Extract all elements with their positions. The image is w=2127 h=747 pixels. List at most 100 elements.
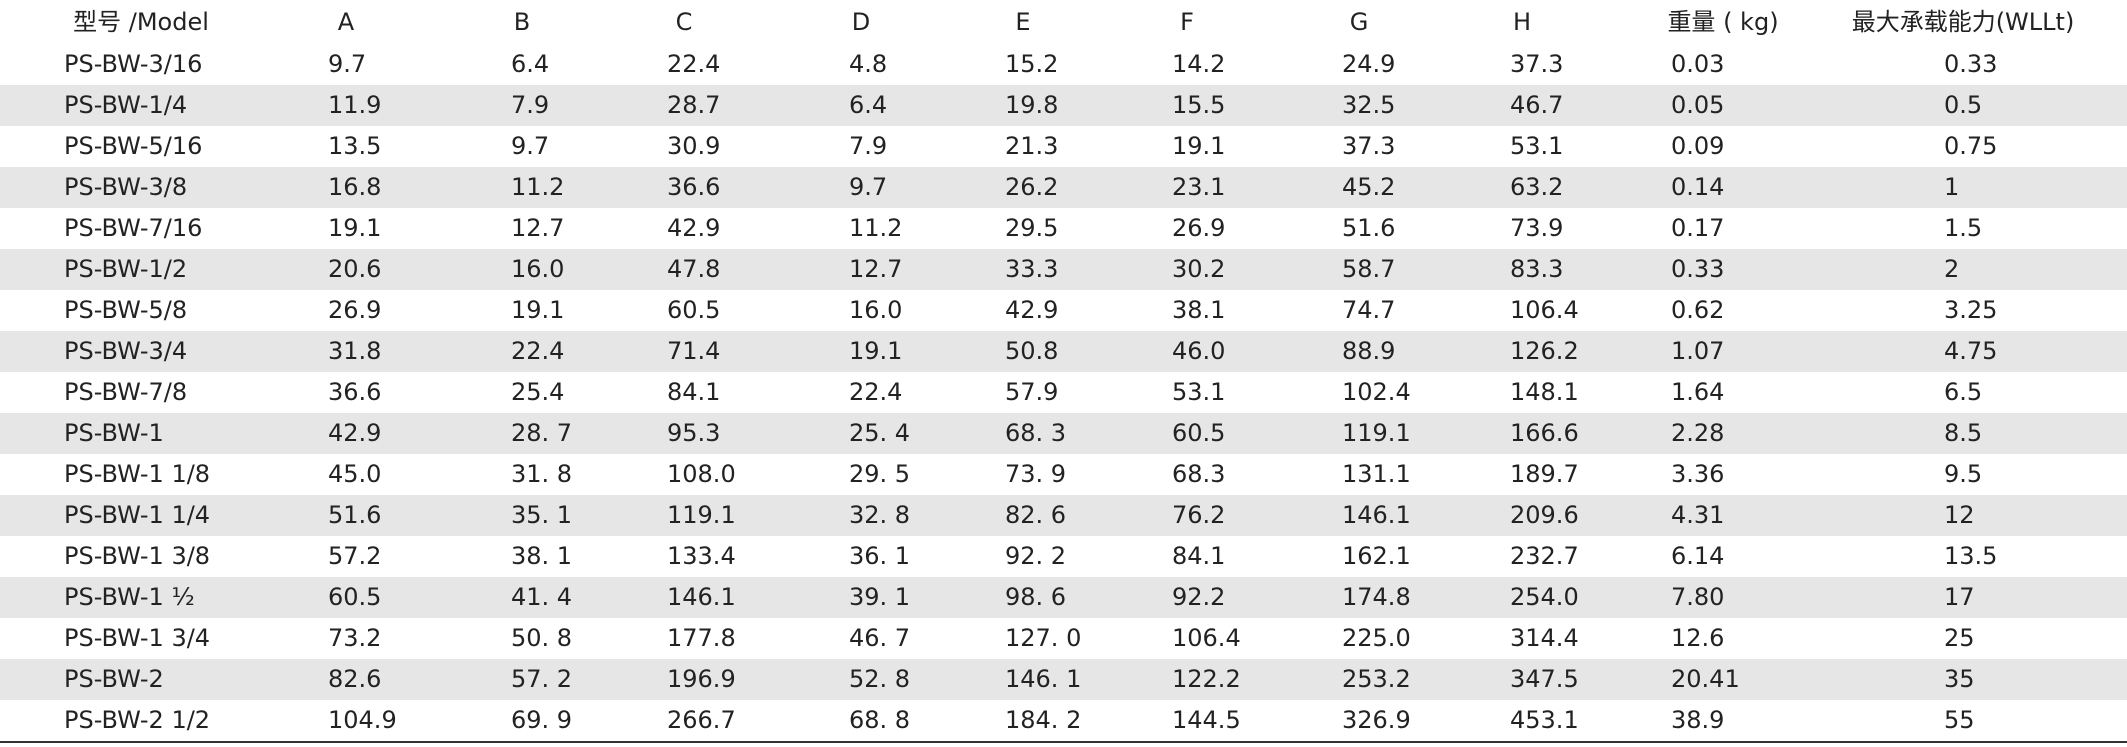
table-row: PS-BW-1 ½ 60.5 41. 4 146.1 39. 1 98. 6 92.2 174… <box>0 577 2127 618</box>
table-cell: 0.14 <box>1671 173 1725 201</box>
table-cell: 51.6 <box>328 501 382 529</box>
table-cell: 28. 7 <box>511 419 573 447</box>
table-cell: 7.9 <box>511 91 550 119</box>
table-cell: 11.9 <box>328 91 382 119</box>
table-row: PS-BW-2 82.6 57. 2 196.9 52. 8 146. 1 122.2 253… <box>0 659 2127 700</box>
table-cell: 55 <box>1944 706 1975 734</box>
table-cell: 119.1 <box>667 501 736 529</box>
table-cell: 314.4 <box>1510 624 1579 652</box>
table-cell: 146. 1 <box>1005 665 1082 693</box>
table-cell: 30.9 <box>667 132 721 160</box>
table-cell: 26.9 <box>1172 214 1226 242</box>
table-cell: 24.9 <box>1342 50 1396 78</box>
table-cell: 12.6 <box>1671 624 1725 652</box>
table-cell: 17 <box>1944 583 1975 611</box>
table-cell: 52. 8 <box>849 665 911 693</box>
table-cell: 15.2 <box>1005 50 1059 78</box>
table-cell: 38.9 <box>1671 706 1725 734</box>
table-cell: 58.7 <box>1342 255 1396 283</box>
table-cell: 31.8 <box>328 337 382 365</box>
table-row: PS-BW-3/4 31.8 22.4 71.4 19.1 50.8 46.0 88.9 126… <box>0 331 2127 372</box>
header-cell: E <box>1015 8 1031 36</box>
table-cell: 20.41 <box>1671 665 1740 693</box>
table-cell: 25.4 <box>511 378 565 406</box>
table-cell: 57.2 <box>328 542 382 570</box>
header-cell: H <box>1512 8 1532 36</box>
header-cell: 最大承载能力(WLLt) <box>1851 8 2075 36</box>
table-cell: 9.5 <box>1944 460 1983 488</box>
table-cell: 73.9 <box>1510 214 1564 242</box>
header-cell: B <box>513 8 531 36</box>
table-cell: 57.9 <box>1005 378 1059 406</box>
table-cell: 82. 6 <box>1005 501 1067 529</box>
table-cell: 127. 0 <box>1005 624 1082 652</box>
table-row: PS-BW-1 42.9 28. 7 95.3 25. 4 68. 3 60.5 119.1 1… <box>0 413 2127 454</box>
table-cell: 83.3 <box>1510 255 1564 283</box>
table-cell: 4.8 <box>849 50 888 78</box>
table-cell: 68. 3 <box>1005 419 1067 447</box>
table-cell: 68.3 <box>1172 460 1226 488</box>
header-cell: C <box>675 8 693 36</box>
table-cell: 36.6 <box>328 378 382 406</box>
table-cell: 0.03 <box>1671 50 1725 78</box>
table-cell: 2.28 <box>1671 419 1725 447</box>
table-cell: 6.4 <box>511 50 550 78</box>
table-cell: 0.33 <box>1944 50 1998 78</box>
table-cell: 126.2 <box>1510 337 1579 365</box>
table-cell: 26.9 <box>328 296 382 324</box>
table-cell: 22.4 <box>511 337 565 365</box>
table-cell: 7.9 <box>849 132 888 160</box>
table-cell: 63.2 <box>1510 173 1564 201</box>
table-cell: 3.36 <box>1671 460 1725 488</box>
table-cell: 453.1 <box>1510 706 1579 734</box>
table-cell: 19.1 <box>328 214 382 242</box>
table-cell: PS-BW-1 ½ <box>64 583 195 611</box>
table-cell: PS-BW-1 3/4 <box>64 624 211 652</box>
table-row: PS-BW-1/4 11.9 7.9 28.7 6.4 19.8 15.5 32.5 46.7 0… <box>0 85 2127 126</box>
table-cell: 13.5 <box>328 132 382 160</box>
table-row: PS-BW-5/16 13.5 9.7 30.9 7.9 21.3 19.1 37.3 53.1… <box>0 126 2127 167</box>
header-row: 型号 /Model A B C D E F G H 重量 ( kg) 最大承载能力(WLLt) <box>0 0 2127 44</box>
table-cell: 51.6 <box>1342 214 1396 242</box>
table-cell: 32. 8 <box>849 501 911 529</box>
table-cell: 29. 5 <box>849 460 911 488</box>
table-cell: 98. 6 <box>1005 583 1067 611</box>
table-cell: 12 <box>1944 501 1975 529</box>
table-cell: 166.6 <box>1510 419 1579 447</box>
table-cell: 6.5 <box>1944 378 1983 406</box>
table-cell: 1.64 <box>1671 378 1725 406</box>
table-cell: 102.4 <box>1342 378 1411 406</box>
table-cell: 146.1 <box>1342 501 1411 529</box>
table-cell: 4.31 <box>1671 501 1725 529</box>
table-cell: 19.1 <box>511 296 565 324</box>
table-cell: 0.5 <box>1944 91 1983 119</box>
table-cell: 106.4 <box>1510 296 1579 324</box>
table-cell: 196.9 <box>667 665 736 693</box>
table-cell: 1.07 <box>1671 337 1725 365</box>
table-cell: 30.2 <box>1172 255 1226 283</box>
table-cell: 189.7 <box>1510 460 1579 488</box>
table-cell: 6.14 <box>1671 542 1725 570</box>
table-cell: PS-BW-2 <box>64 665 164 693</box>
table-cell: 19.8 <box>1005 91 1059 119</box>
table-cell: 266.7 <box>667 706 736 734</box>
table-cell: 35. 1 <box>511 501 573 529</box>
table-cell: 119.1 <box>1342 419 1411 447</box>
table-cell: 106.4 <box>1172 624 1241 652</box>
table-cell: 76.2 <box>1172 501 1226 529</box>
header-cell: 重量 ( kg) <box>1667 8 1779 36</box>
header-cell: F <box>1180 8 1194 36</box>
table-cell: 60.5 <box>1172 419 1226 447</box>
table-cell: PS-BW-1 <box>64 419 164 447</box>
table-cell: 21.3 <box>1005 132 1059 160</box>
table-cell: 174.8 <box>1342 583 1411 611</box>
table-cell: 57. 2 <box>511 665 573 693</box>
header-cell: A <box>337 8 355 36</box>
table-cell: 347.5 <box>1510 665 1579 693</box>
table-cell: 13.5 <box>1944 542 1998 570</box>
table-cell: 37.3 <box>1342 132 1396 160</box>
table-cell: 23.1 <box>1172 173 1226 201</box>
table-cell: 73. 9 <box>1005 460 1067 488</box>
table-cell: 9.7 <box>511 132 550 160</box>
